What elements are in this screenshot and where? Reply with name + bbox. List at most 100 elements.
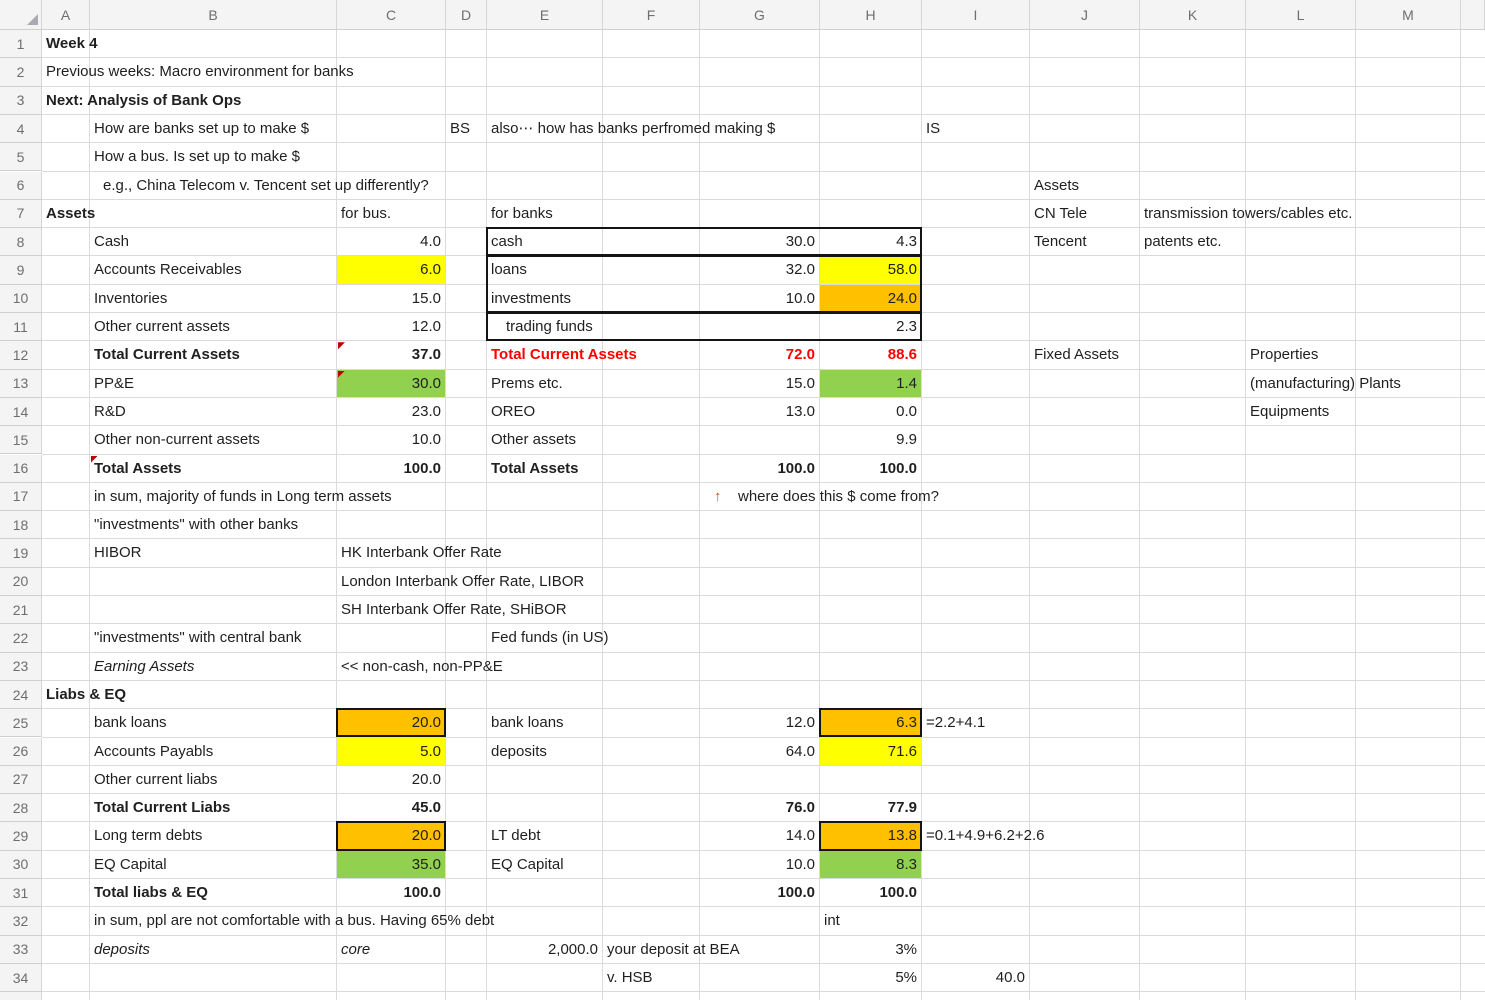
cell-L13[interactable]: (manufacturing) Plants xyxy=(1250,374,1401,392)
cell-B17[interactable]: in sum, majority of funds in Long term a… xyxy=(94,487,392,505)
cell-H16[interactable]: 100.0 xyxy=(879,459,917,477)
cell-C11[interactable]: 12.0 xyxy=(411,318,441,335)
column-header-A[interactable]: A xyxy=(42,0,90,30)
cell-E33[interactable]: 2,000.0 xyxy=(547,940,598,958)
cell-H33[interactable]: 3% xyxy=(895,940,917,958)
cell-H10[interactable]: 24.0 xyxy=(887,289,917,307)
cell-G17[interactable]: where does this $ come from? xyxy=(738,487,939,505)
cell-G8[interactable]: 30.0 xyxy=(785,233,815,251)
cell-E13[interactable]: Prems etc. xyxy=(491,374,563,392)
row-header-20[interactable]: 20 xyxy=(0,567,42,596)
cell-E9[interactable]: loans xyxy=(491,261,527,279)
cell-E22[interactable]: Fed funds (in US) xyxy=(491,629,609,647)
row-header-13[interactable]: 13 xyxy=(0,369,42,398)
row-header-6[interactable]: 6 xyxy=(0,171,42,200)
row-header-28[interactable]: 28 xyxy=(0,794,42,823)
cell-C23[interactable]: << non-cash, non-PP&E xyxy=(341,657,503,675)
cell-B22[interactable]: "investments" with central bank xyxy=(94,629,302,647)
row-header-31[interactable]: 31 xyxy=(0,879,42,908)
cell-B32[interactable]: in sum, ppl are not comfortable with a b… xyxy=(94,912,495,930)
cell-C12[interactable]: 37.0 xyxy=(411,346,441,364)
row-header-4[interactable]: 4 xyxy=(0,114,42,144)
cell-G28[interactable]: 76.0 xyxy=(785,799,815,817)
cell-E7[interactable]: for banks xyxy=(491,204,553,222)
cell-C9[interactable]: 6.0 xyxy=(420,261,441,279)
row-header-32[interactable]: 32 xyxy=(0,907,42,936)
cell-E8[interactable]: cash xyxy=(491,233,523,251)
row-header-34[interactable]: 34 xyxy=(0,963,42,993)
cell-H28[interactable]: 77.9 xyxy=(887,799,917,817)
cell-G31[interactable]: 100.0 xyxy=(777,884,815,901)
column-header-C[interactable]: C xyxy=(337,0,446,30)
column-header-F[interactable]: F xyxy=(603,0,700,30)
cell-B30[interactable]: EQ Capital xyxy=(94,855,167,873)
column-header-blank[interactable] xyxy=(1461,0,1485,30)
cell-B29[interactable]: Long term debts xyxy=(94,827,203,845)
column-header-H[interactable]: H xyxy=(820,0,922,30)
cell-C21[interactable]: SH Interbank Offer Rate, SHiBOR xyxy=(341,601,567,618)
cell-G10[interactable]: 10.0 xyxy=(785,289,815,307)
row-header-33[interactable]: 33 xyxy=(0,935,42,964)
cell-H30[interactable]: 8.3 xyxy=(896,855,917,873)
row-header-9[interactable]: 9 xyxy=(0,256,42,285)
cell-C31[interactable]: 100.0 xyxy=(403,884,441,901)
cell-H34[interactable]: 5% xyxy=(895,968,917,986)
cell-F34[interactable]: v. HSB xyxy=(607,968,653,986)
cell-J7[interactable]: CN Tele xyxy=(1034,204,1088,222)
cell-H29[interactable]: 13.8 xyxy=(887,827,917,845)
cell-B28[interactable]: Total Current Liabs xyxy=(94,799,231,817)
cell-J6[interactable]: Assets xyxy=(1034,176,1080,194)
cell-A2[interactable]: Previous weeks: Macro environment for ba… xyxy=(46,63,354,81)
cell-C8[interactable]: 4.0 xyxy=(420,233,441,251)
cell-F33[interactable]: your deposit at BEA xyxy=(607,940,740,958)
cell-G25[interactable]: 12.0 xyxy=(785,714,815,732)
column-header-G[interactable]: G xyxy=(700,0,820,30)
row-header-3[interactable]: 3 xyxy=(0,86,42,115)
cell-H15[interactable]: 9.9 xyxy=(896,431,917,449)
column-header-D[interactable]: D xyxy=(446,0,487,30)
row-header-10[interactable]: 10 xyxy=(0,284,42,313)
cell-E29[interactable]: LT debt xyxy=(491,827,541,845)
cell-B13[interactable]: PP&E xyxy=(94,374,135,392)
cell-G13[interactable]: 15.0 xyxy=(785,374,815,392)
cell-H32[interactable]: int xyxy=(824,912,840,930)
row-header-1[interactable]: 1 xyxy=(0,30,42,59)
cell-K7[interactable]: transmission towers/cables etc. xyxy=(1144,204,1353,222)
cell-I4[interactable]: IS xyxy=(926,119,941,137)
cell-B31[interactable]: Total liabs & EQ xyxy=(94,884,208,901)
cell-G17[interactable]: ↑ xyxy=(714,487,722,505)
cell-H8[interactable]: 4.3 xyxy=(896,233,917,251)
cell-G16[interactable]: 100.0 xyxy=(777,459,815,477)
row-header-14[interactable]: 14 xyxy=(0,397,42,427)
cell-A24[interactable]: Liabs & EQ xyxy=(46,685,127,703)
cell-I29[interactable]: =0.1+4.9+6.2+2.6 xyxy=(926,827,1045,845)
row-header-17[interactable]: 17 xyxy=(0,482,42,512)
row-header-24[interactable]: 24 xyxy=(0,680,42,710)
column-header-I[interactable]: I xyxy=(922,0,1030,30)
column-header-E[interactable]: E xyxy=(487,0,603,30)
cell-A1[interactable]: Week 4 xyxy=(46,35,98,52)
row-header-21[interactable]: 21 xyxy=(0,596,42,625)
cell-C27[interactable]: 20.0 xyxy=(411,770,441,788)
cell-G26[interactable]: 64.0 xyxy=(785,742,815,760)
cell-H31[interactable]: 100.0 xyxy=(879,884,917,901)
cell-H12[interactable]: 88.6 xyxy=(887,346,917,364)
cell-G14[interactable]: 13.0 xyxy=(785,402,815,420)
cell-C26[interactable]: 5.0 xyxy=(420,742,441,760)
row-header-7[interactable]: 7 xyxy=(0,199,42,229)
row-header-25[interactable]: 25 xyxy=(0,709,42,738)
cell-I25[interactable]: =2.2+4.1 xyxy=(926,714,986,732)
cell-B14[interactable]: R&D xyxy=(94,402,126,420)
cell-E14[interactable]: OREO xyxy=(491,402,536,420)
row-header-11[interactable]: 11 xyxy=(0,313,42,342)
cell-C30[interactable]: 35.0 xyxy=(411,855,441,873)
cell-E11[interactable]: trading funds xyxy=(506,318,593,335)
cell-G12[interactable]: 72.0 xyxy=(785,346,815,364)
cell-B25[interactable]: bank loans xyxy=(94,714,167,732)
cell-C16[interactable]: 100.0 xyxy=(403,459,441,477)
row-header-18[interactable]: 18 xyxy=(0,511,42,540)
cell-B27[interactable]: Other current liabs xyxy=(94,770,218,788)
cell-C13[interactable]: 30.0 xyxy=(411,374,441,392)
cell-A7[interactable]: Assets xyxy=(46,204,96,222)
cell-B23[interactable]: Earning Assets xyxy=(94,657,195,675)
